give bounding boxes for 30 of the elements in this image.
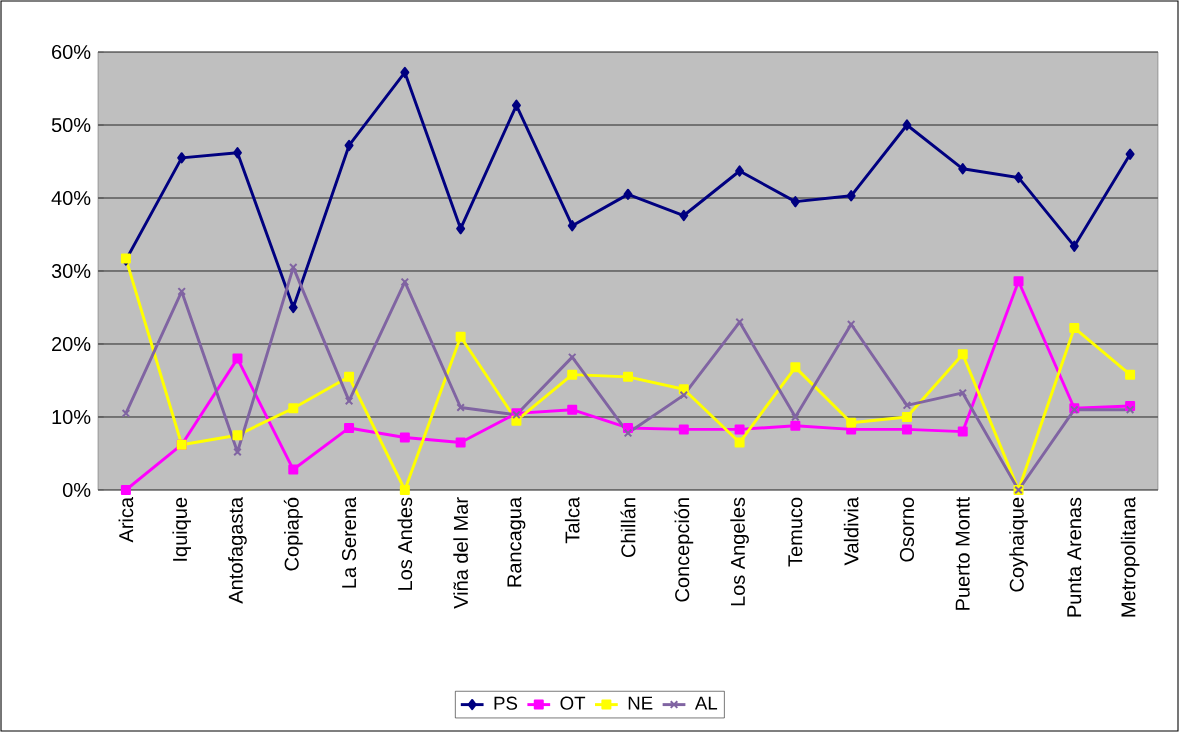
y-tick-label: 40%	[51, 190, 91, 206]
legend-label: PS	[494, 696, 518, 710]
x-tick-label: Los Andes	[397, 497, 413, 590]
y-tick-label: 50%	[51, 117, 91, 133]
x-tick-label: La Serena	[341, 496, 357, 588]
y-tick-label: 0%	[62, 482, 91, 498]
y-tick-label: 10%	[52, 409, 91, 425]
y-tick-label: 60%	[52, 44, 91, 60]
legend-label: OT	[560, 696, 586, 710]
x-tick-label: Viña del Mar	[453, 497, 468, 609]
legend-label: NE	[628, 696, 653, 710]
x-tick-label: Puerto Montt	[955, 497, 970, 610]
x-tick-label: Copiapó	[283, 497, 303, 571]
x-tick-label: Metropolitana	[1120, 496, 1140, 617]
legend-label: AL	[694, 696, 718, 710]
x-tick-label: Rancagua	[507, 496, 526, 587]
x-tick-label: Concepción	[674, 498, 694, 602]
x-tick-label: Iquique	[172, 497, 191, 561]
x-tick-label: Coyhaique	[1009, 497, 1028, 592]
x-tick-label: Arica	[118, 496, 134, 543]
x-tick-label: Los Angeles	[730, 497, 749, 606]
x-tick-label: Talca	[564, 496, 580, 544]
x-tick-label: Chillán	[620, 498, 636, 558]
x-tick-label: Valdivia	[843, 496, 859, 566]
x-tick-label: Temuco	[788, 497, 803, 567]
x-tick-label: Antofagasta	[228, 496, 247, 604]
y-tick-label: 20%	[52, 336, 91, 352]
x-tick-label: Osorno	[899, 497, 915, 562]
x-tick-label: Punta Arenas	[1067, 497, 1082, 617]
y-tick-label: 30%	[51, 263, 91, 279]
